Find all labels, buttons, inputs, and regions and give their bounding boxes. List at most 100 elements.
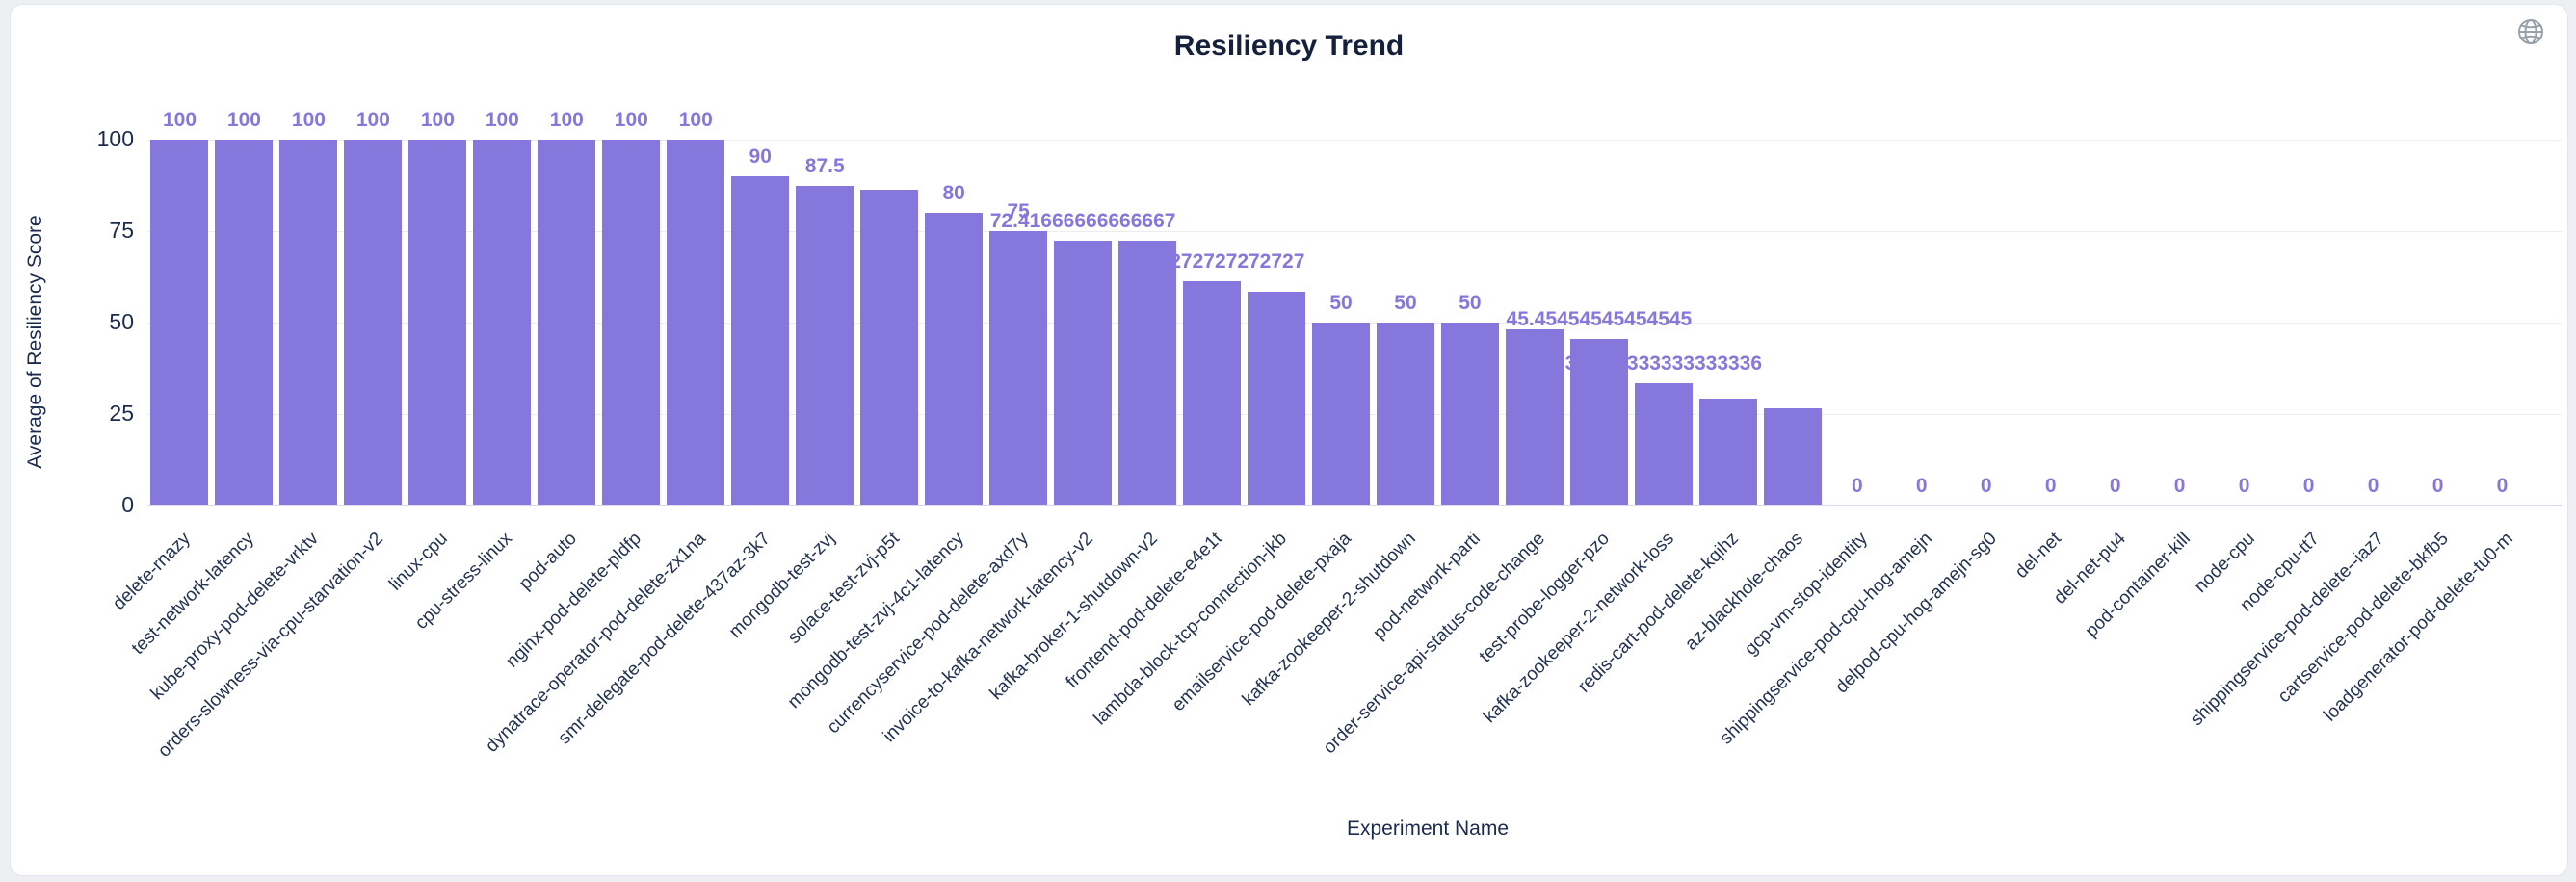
x-axis-label: shippingservice-pod-delete--iaz7 xyxy=(2186,529,2388,731)
bar[interactable] xyxy=(408,140,467,506)
x-axis-label: delpod-cpu-hog-amejn-sg0 xyxy=(1831,529,2001,698)
bar[interactable] xyxy=(1440,323,1499,506)
bar[interactable] xyxy=(1054,240,1113,506)
bar-value-label: 0 xyxy=(2238,475,2250,497)
bar[interactable] xyxy=(344,140,403,506)
x-axis-label: redis-cart-pod-delete-kqihz xyxy=(1574,529,1743,697)
x-axis-label: solace-test-zvj-p5t xyxy=(784,529,905,648)
x-axis-label: dynatrace-operator-pod-delete-zx1na xyxy=(482,529,711,757)
x-axis-label: lambda-block-tcp-connection-jkb xyxy=(1090,529,1291,730)
x-axis-label: orders-slowness-via-cpu-starvation-v2 xyxy=(154,529,388,762)
x-axis-label: node-cpu xyxy=(2190,529,2259,597)
y-axis-tick-label: 100 xyxy=(96,126,134,151)
x-axis-title: Experiment Name xyxy=(1346,817,1510,840)
chart-card: Resiliency Trend Average of Resiliency S… xyxy=(10,4,2568,876)
bar[interactable] xyxy=(1505,328,1564,506)
y-axis-tick-label: 75 xyxy=(109,218,134,243)
x-axis-label: currencyservice-pod-delete-axd7y xyxy=(823,529,1033,739)
x-axis-label: del-net xyxy=(2011,529,2065,583)
bar[interactable] xyxy=(860,189,919,506)
x-axis-label: az-blackhole-chaos xyxy=(1681,529,1807,655)
bar[interactable] xyxy=(1376,323,1434,506)
bar-value-label: 0 xyxy=(2173,475,2186,497)
x-axis-label: del-net-pu4 xyxy=(2049,529,2130,609)
bar-value-label: 50 xyxy=(1459,292,1482,314)
bar-value-label: 45.45454545454545 xyxy=(1506,308,1693,331)
bar[interactable] xyxy=(150,140,209,506)
bar[interactable] xyxy=(1118,241,1177,506)
bar-value-label: 0 xyxy=(1851,475,1863,497)
bar[interactable] xyxy=(925,213,984,506)
x-axis-label: pod-container-kill xyxy=(2081,529,2195,642)
bar[interactable] xyxy=(1312,323,1370,506)
x-axis-label: linux-cpu xyxy=(385,529,453,595)
bar-value-label: 50 xyxy=(1394,292,1417,314)
bar-value-label: 50 xyxy=(1329,292,1353,314)
bar[interactable] xyxy=(602,140,661,506)
bar[interactable] xyxy=(1763,407,1822,506)
x-axis-label: pod-auto xyxy=(515,529,582,594)
y-axis-tick-label: 50 xyxy=(109,309,134,334)
x-axis-label: emailservice-pod-delete-pxaja xyxy=(1168,529,1355,716)
x-axis-label: smr-delegate-pod-delete-437az-3k7 xyxy=(554,529,775,749)
bar[interactable] xyxy=(215,140,274,506)
x-axis-label: mongodb-test-zvj xyxy=(725,529,840,642)
gridline xyxy=(147,140,2562,141)
x-axis-label: shippingservice-pod-cpu-hog-amejn xyxy=(1716,529,1936,749)
x-axis-label: mongodb-test-zvj-4c1-latency xyxy=(783,529,969,713)
x-axis-label: cartservice-pod-delete-bkfb5 xyxy=(2274,529,2453,708)
bar-value-label: 100 xyxy=(162,109,197,131)
bar[interactable] xyxy=(731,176,790,506)
y-axis-tick-label: 0 xyxy=(121,492,134,517)
bar-value-label: 0 xyxy=(2431,475,2444,497)
x-axis-label: test-probe-logger-pzo xyxy=(1475,529,1614,667)
bar[interactable] xyxy=(1183,281,1242,506)
x-axis-label: pod-network-parti xyxy=(1369,529,1485,644)
bar-value-label: 0 xyxy=(2496,475,2509,497)
bar-value-label: 100 xyxy=(614,109,648,131)
globe-icon[interactable] xyxy=(2515,16,2546,47)
bar-value-label: 0 xyxy=(2367,475,2379,497)
bar[interactable] xyxy=(1569,339,1628,506)
x-axis-label: node-cpu-tt7 xyxy=(2236,529,2324,616)
x-axis-label: frontend-pod-delete-e4e1t xyxy=(1062,529,1226,693)
x-axis-label: loadgenerator-pod-delete-tu0-m xyxy=(2319,529,2517,726)
x-axis-label: kube-proxy-pod-delete-vrktv xyxy=(147,529,324,705)
bar-value-label: 100 xyxy=(549,109,584,131)
bar-value-label: 72.41666666666667 xyxy=(989,209,1176,232)
bar-value-label: 100 xyxy=(355,109,390,131)
x-axis-label: cpu-stress-linux xyxy=(411,529,517,634)
x-axis-label: kafka-broker-1-shutdown-v2 xyxy=(986,529,1162,705)
x-axis-label: nginx-pod-delete-pldfp xyxy=(502,529,646,672)
x-axis-label: order-service-api-status-code-change xyxy=(1319,529,1549,759)
bar-value-label: 100 xyxy=(485,109,519,131)
bar-value-label: 100 xyxy=(678,109,713,131)
bar[interactable] xyxy=(796,185,854,506)
bar-value-label: 0 xyxy=(1915,475,1928,497)
bar-value-label: 100 xyxy=(420,109,455,131)
bar-value-label: 0 xyxy=(2109,475,2121,497)
x-axis-label: kafka-zookeeper-2-network-loss xyxy=(1479,529,1678,728)
x-axis-line xyxy=(147,505,2562,506)
x-axis-label: kafka-zookeeper-2-shutdown xyxy=(1238,529,1420,711)
bar[interactable] xyxy=(667,140,725,506)
bar[interactable] xyxy=(538,140,596,506)
bar-value-label: 0 xyxy=(1980,475,1992,497)
x-axis-label: gcp-vm-stop-identity xyxy=(1740,529,1872,660)
bar-value-label: 87.5 xyxy=(804,154,845,177)
bar[interactable] xyxy=(989,231,1048,506)
bar-value-label: 0 xyxy=(2044,475,2057,497)
y-axis-title: Average of Resiliency Score xyxy=(24,215,46,469)
bar[interactable] xyxy=(473,140,532,506)
bar-value-label: 100 xyxy=(226,109,261,131)
bar[interactable] xyxy=(1634,383,1693,506)
bar[interactable] xyxy=(279,140,338,506)
gridline xyxy=(147,231,2562,232)
bar[interactable] xyxy=(1248,292,1306,506)
bar-value-label: 90 xyxy=(749,145,772,168)
bar-value-label: 100 xyxy=(291,109,326,131)
bar[interactable] xyxy=(1698,399,1757,506)
y-axis-tick-label: 25 xyxy=(109,401,134,426)
chart-title: Resiliency Trend xyxy=(1173,30,1405,62)
bar-value-label: 75 xyxy=(1007,200,1030,222)
